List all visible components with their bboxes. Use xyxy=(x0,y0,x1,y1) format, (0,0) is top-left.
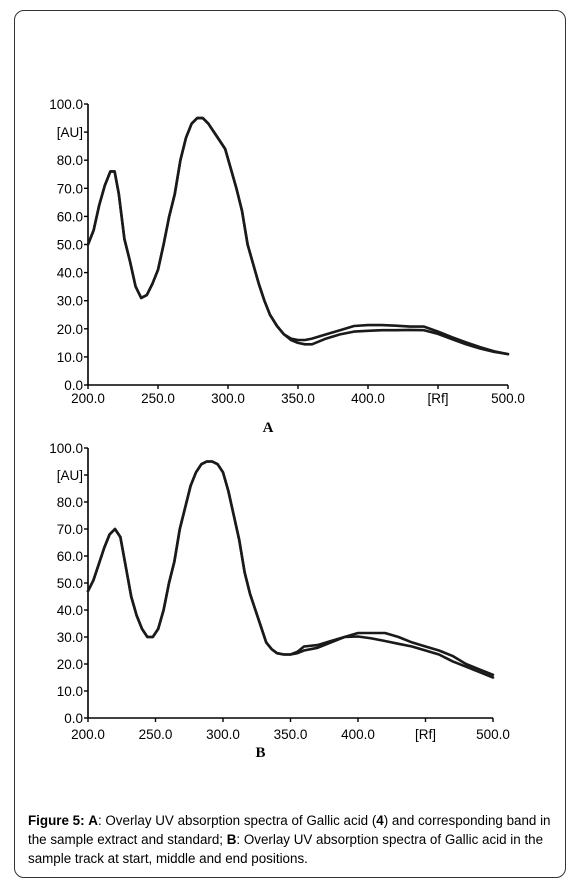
chart-a-y-tick-label: 0.0 xyxy=(64,378,83,393)
chart-a-y-tick-label: 30.0 xyxy=(57,294,83,309)
chart-a-x-tick-label: [Rf] xyxy=(427,391,448,406)
chart-a-y-tick-label: [AU] xyxy=(57,125,83,140)
chart-b-y-tick-label: 50.0 xyxy=(57,576,83,591)
chart-a-y-tick-label: 70.0 xyxy=(57,181,83,196)
chart-b-x-tick-label: 350.0 xyxy=(274,727,308,742)
chart-b-y-tick-label: 20.0 xyxy=(57,657,83,672)
chart-b-x-tick-label: 200.0 xyxy=(71,727,105,742)
chart-b-y-tick-label: 0.0 xyxy=(64,711,83,726)
caption-compound-number: 4 xyxy=(376,813,384,828)
chart-b-series-line-2 xyxy=(86,460,495,679)
chart-a-panel-label: A xyxy=(263,420,274,436)
caption-b-key: B xyxy=(226,832,237,847)
chart-b-y-tick-label: 100.0 xyxy=(49,441,83,456)
chart-b-x-tick-label: 250.0 xyxy=(139,727,173,742)
chart-a-x-tick-label: 300.0 xyxy=(211,391,245,406)
chart-b-x-tick-label: 400.0 xyxy=(341,727,375,742)
chart-b-y-tick-label: 70.0 xyxy=(57,522,83,537)
chart-a-y-tick-label: 60.0 xyxy=(57,209,83,224)
chart-b-x-tick-label: 300.0 xyxy=(206,727,240,742)
chart-b-y-tick-label: 10.0 xyxy=(57,684,83,699)
chart-b-series-line-1 xyxy=(86,460,495,677)
figure-frame xyxy=(14,10,566,878)
caption-b-text: : Overlay UV absorption spectra of Galli… xyxy=(28,832,544,866)
chart-a-y-tick-label: 20.0 xyxy=(57,322,83,337)
chart-a-x-tick-label: 500.0 xyxy=(491,391,525,406)
chart-a-series-line-2 xyxy=(86,116,510,356)
caption-prefix: Figure 5: xyxy=(28,813,85,828)
chart-b-y-tick-label: [AU] xyxy=(57,468,83,483)
chart-a-y-tick-label: 80.0 xyxy=(57,153,83,168)
chart-a-x-tick-label: 200.0 xyxy=(71,391,105,406)
chart-b-x-tick-label: 500.0 xyxy=(476,727,510,742)
chart-a-y-tick-label: 40.0 xyxy=(57,266,83,281)
caption-a-text-2: ) and corresponding band in the sample e… xyxy=(28,813,551,847)
chart-b-y-tick-label: 80.0 xyxy=(57,495,83,510)
chart-a-y-tick-label: 10.0 xyxy=(57,350,83,365)
chart-b-y-tick-label: 40.0 xyxy=(57,603,83,618)
figure-caption: Figure 5: A: Overlay UV absorption spect… xyxy=(28,811,563,868)
chart-a-x-tick-label: 350.0 xyxy=(281,391,315,406)
chart-a-x-tick-label: 400.0 xyxy=(351,391,385,406)
chart-a-y-tick-label: 50.0 xyxy=(57,238,83,253)
chart-a-y-tick-label: 100.0 xyxy=(49,97,83,112)
chart-b-x-tick-label: [Rf] xyxy=(415,727,436,742)
caption-a-key: A xyxy=(88,813,98,828)
caption-a-text: : Overlay UV absorption spectra of Galli… xyxy=(97,813,377,828)
chart-a-x-tick-label: 250.0 xyxy=(141,391,175,406)
chart-b-y-tick-label: 60.0 xyxy=(57,549,83,564)
chart-b-panel-label: B xyxy=(255,745,265,761)
chart-b-y-tick-label: 30.0 xyxy=(57,630,83,645)
